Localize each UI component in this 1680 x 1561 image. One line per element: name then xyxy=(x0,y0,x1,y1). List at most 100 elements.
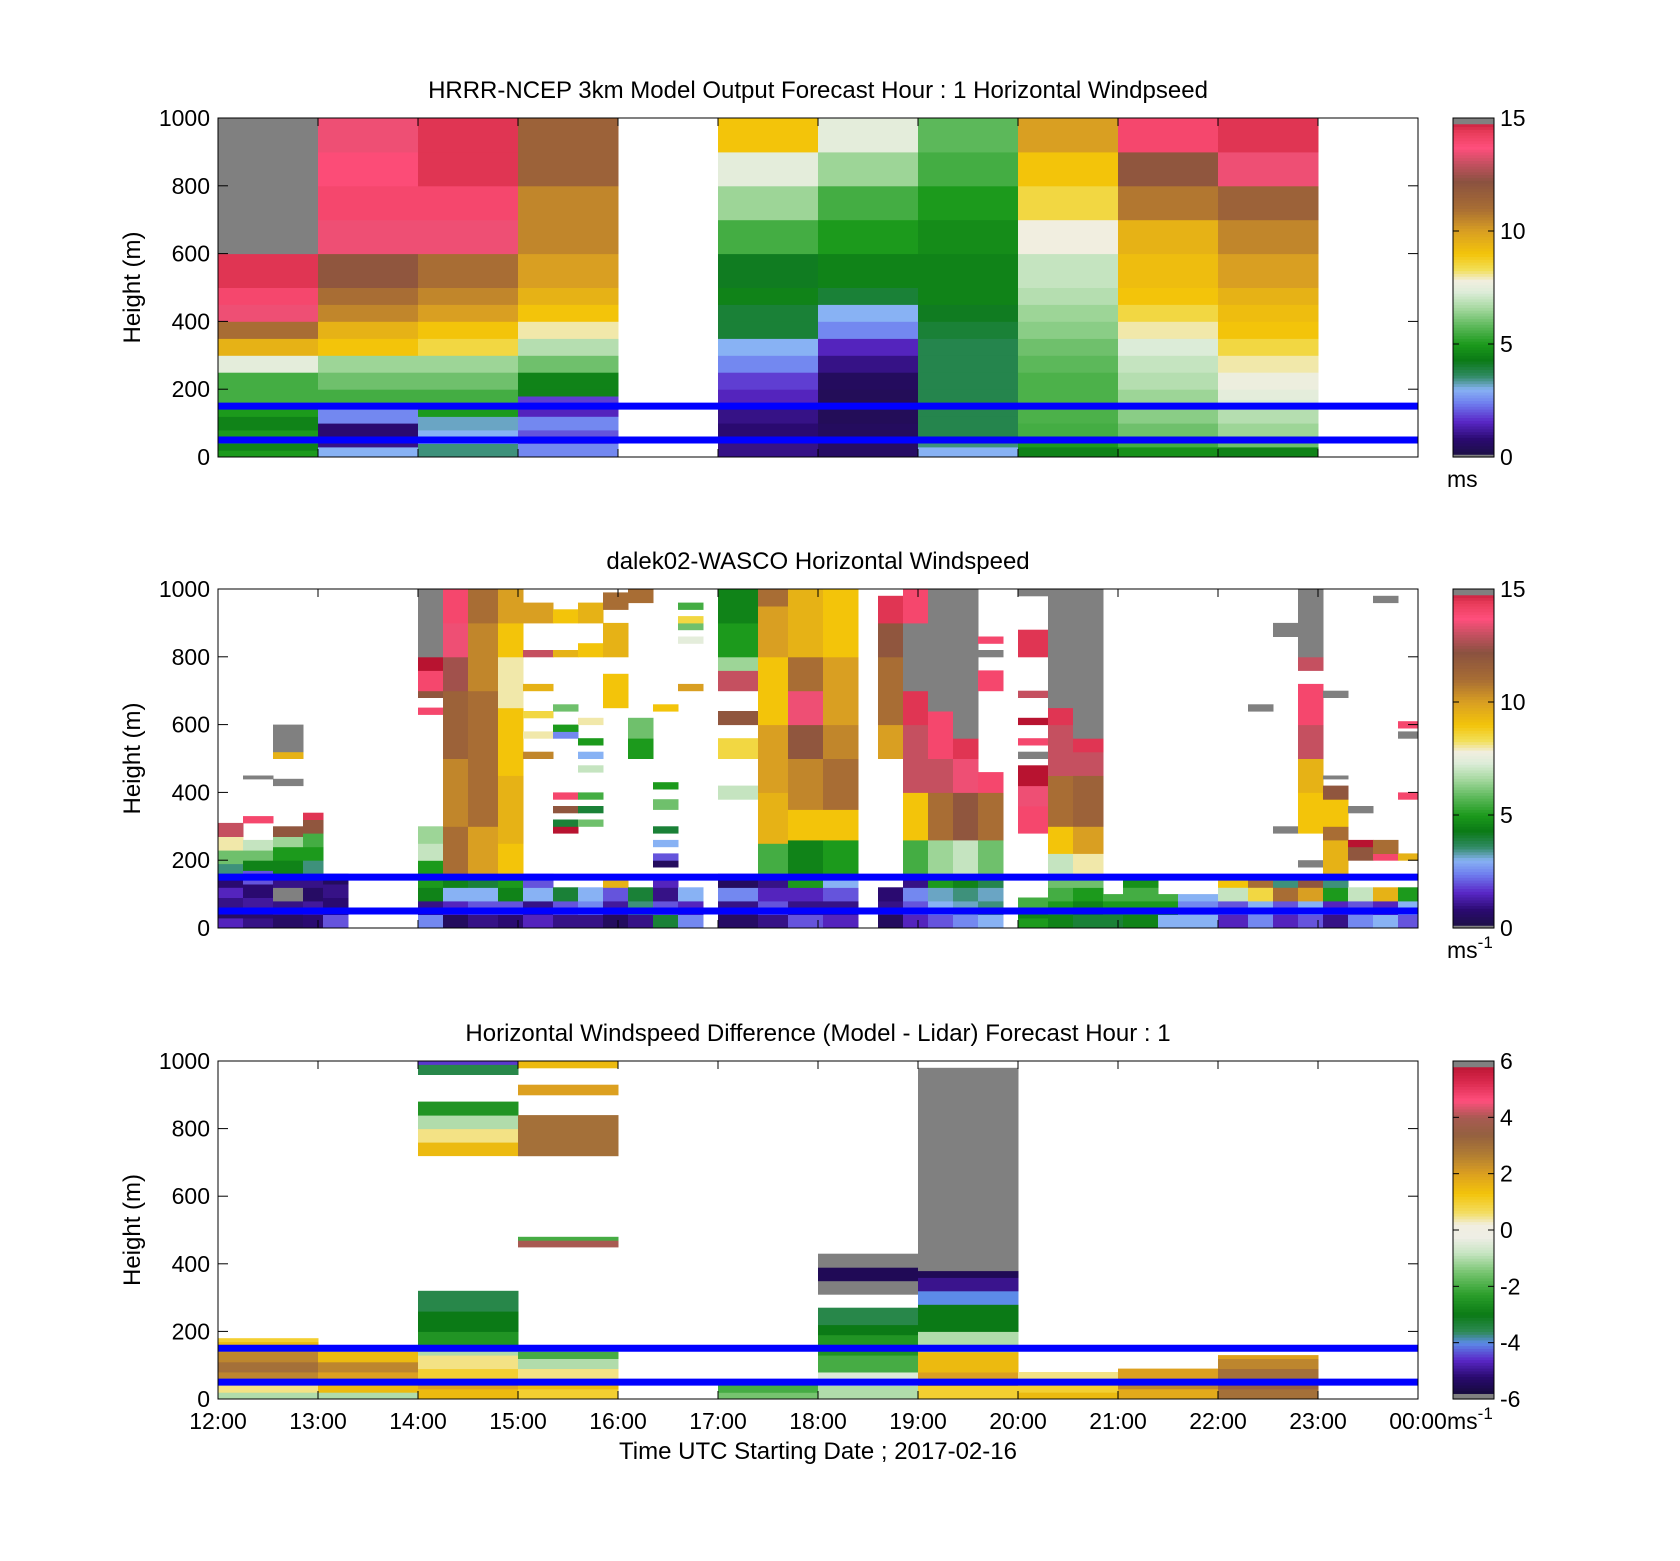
colorbar-swatch xyxy=(1453,123,1494,128)
colorbar-swatch xyxy=(1453,913,1494,918)
heatmap-cell xyxy=(678,636,704,644)
heatmap-cell xyxy=(1218,423,1319,438)
heatmap-cell xyxy=(468,690,499,759)
heatmap-cell xyxy=(718,253,819,288)
heatmap-cell xyxy=(1323,690,1349,698)
heatmap-cell xyxy=(1048,589,1074,709)
x-tick-label: 12:00 xyxy=(189,1408,247,1434)
colorbar-swatch xyxy=(1453,1308,1494,1313)
colorbar-swatch xyxy=(1453,1137,1494,1141)
colorbar-swatch xyxy=(1453,329,1494,334)
heatmap-cell xyxy=(1018,785,1049,807)
colorbar-swatch xyxy=(1453,605,1494,610)
heatmap-cell xyxy=(1373,839,1399,854)
heatmap-cell xyxy=(1373,853,1399,861)
colorbar-swatch xyxy=(1453,423,1494,427)
colorbar-swatch xyxy=(1453,809,1494,813)
heatmap-cell xyxy=(218,389,319,404)
heatmap-cell xyxy=(823,809,859,841)
heatmap-cell xyxy=(318,219,419,255)
heatmap-cell xyxy=(578,602,604,624)
colorbar-swatch xyxy=(1453,1077,1494,1082)
colorbar-swatch xyxy=(1453,716,1494,720)
colorbar-swatch xyxy=(1453,676,1494,680)
colorbar-swatch xyxy=(1453,1179,1494,1183)
heatmap-cell xyxy=(718,785,759,800)
colorbar-swatch xyxy=(1453,651,1494,655)
colorbar-swatch xyxy=(1453,798,1494,802)
colorbar-swatch xyxy=(1453,360,1494,365)
colorbar-swatch xyxy=(1453,1246,1494,1251)
heatmap-cell xyxy=(553,887,579,902)
heatmap-cell xyxy=(318,446,419,458)
colorbar-swatch xyxy=(1453,315,1494,320)
colorbar-swatch xyxy=(1453,1289,1494,1293)
heatmap-cell xyxy=(628,589,654,604)
colorbar-swatch xyxy=(1453,1215,1494,1220)
heatmap-cell xyxy=(318,338,419,356)
colorbar-swatch xyxy=(1453,417,1494,421)
heatmap-cell xyxy=(443,589,469,624)
heatmap-cell xyxy=(1018,765,1049,787)
heatmap-cell xyxy=(218,887,244,898)
colorbar-swatch xyxy=(1453,1176,1494,1180)
heatmap-cell xyxy=(1018,423,1119,438)
colorbar-swatch xyxy=(1453,256,1494,260)
colorbar-swatch xyxy=(1453,1328,1494,1332)
colorbar-swatch xyxy=(1453,414,1494,419)
heatmap-cell xyxy=(823,656,859,726)
heatmap-cell xyxy=(918,1385,1019,1400)
colorbar-swatch xyxy=(1453,625,1494,630)
colorbar-swatch xyxy=(1453,1148,1494,1152)
y-tick-label: 200 xyxy=(172,376,210,402)
heatmap-cell xyxy=(788,690,824,726)
heatmap-cell xyxy=(953,914,979,929)
colorbar-swatch xyxy=(1453,1373,1494,1378)
heatmap-cell xyxy=(553,724,579,732)
heatmap-cell xyxy=(878,656,904,726)
colorbar-swatch xyxy=(1453,902,1494,906)
colorbar-swatch xyxy=(1453,741,1494,745)
heatmap-cell xyxy=(1118,1388,1219,1400)
heatmap-cell xyxy=(1273,877,1299,888)
colorbar-swatch xyxy=(1453,1097,1494,1102)
colorbar-swatch xyxy=(1453,273,1494,277)
colorbar-swatch xyxy=(1453,1168,1494,1172)
heatmap-cell xyxy=(218,287,319,305)
heatmap-cell xyxy=(1018,717,1049,726)
heatmap-cell xyxy=(318,406,419,424)
colorbar-swatch xyxy=(1453,352,1494,356)
heatmap-cell xyxy=(918,219,1019,255)
heatmap-cell xyxy=(418,914,444,929)
heatmap-cell xyxy=(318,389,419,407)
heatmap-cell xyxy=(1218,118,1319,153)
heatmap-cell xyxy=(578,717,604,726)
heatmap-cell xyxy=(1273,622,1299,637)
colorbar-swatch xyxy=(1453,386,1494,390)
colorbar-swatch xyxy=(1453,702,1494,706)
heatmap-cell xyxy=(718,440,819,458)
colorbar-swatch xyxy=(1453,324,1494,328)
colorbar-swatch xyxy=(1453,411,1494,416)
colorbar-swatch xyxy=(1453,1184,1494,1189)
heatmap-cell xyxy=(653,782,679,790)
colorbar-swatch xyxy=(1453,620,1494,624)
colorbar-swatch xyxy=(1453,171,1494,176)
lidar-panel: 0 200 400 600 800 1000 dalek02-WASCO Horizonta… xyxy=(119,548,1526,963)
colorbar-swatch xyxy=(1453,685,1494,689)
heatmap-cell xyxy=(218,1338,319,1343)
colorbar-swatch xyxy=(1453,1224,1494,1228)
heatmap-cell xyxy=(1018,338,1119,356)
colorbar-tick-label: -2 xyxy=(1500,1273,1520,1299)
heatmap-cell xyxy=(1298,589,1324,658)
colorbar-swatch xyxy=(1453,1221,1494,1225)
colorbar-swatch xyxy=(1453,724,1494,729)
colorbar-swatch xyxy=(1453,1213,1494,1217)
heatmap-cell xyxy=(818,355,919,373)
y-tick-label: 600 xyxy=(172,1183,210,1209)
colorbar-swatch xyxy=(1453,332,1494,337)
heatmap-cell xyxy=(603,887,629,902)
heatmap-cell xyxy=(468,758,499,827)
heatmap-cell xyxy=(678,602,704,610)
colorbar-swatch xyxy=(1453,1241,1494,1245)
